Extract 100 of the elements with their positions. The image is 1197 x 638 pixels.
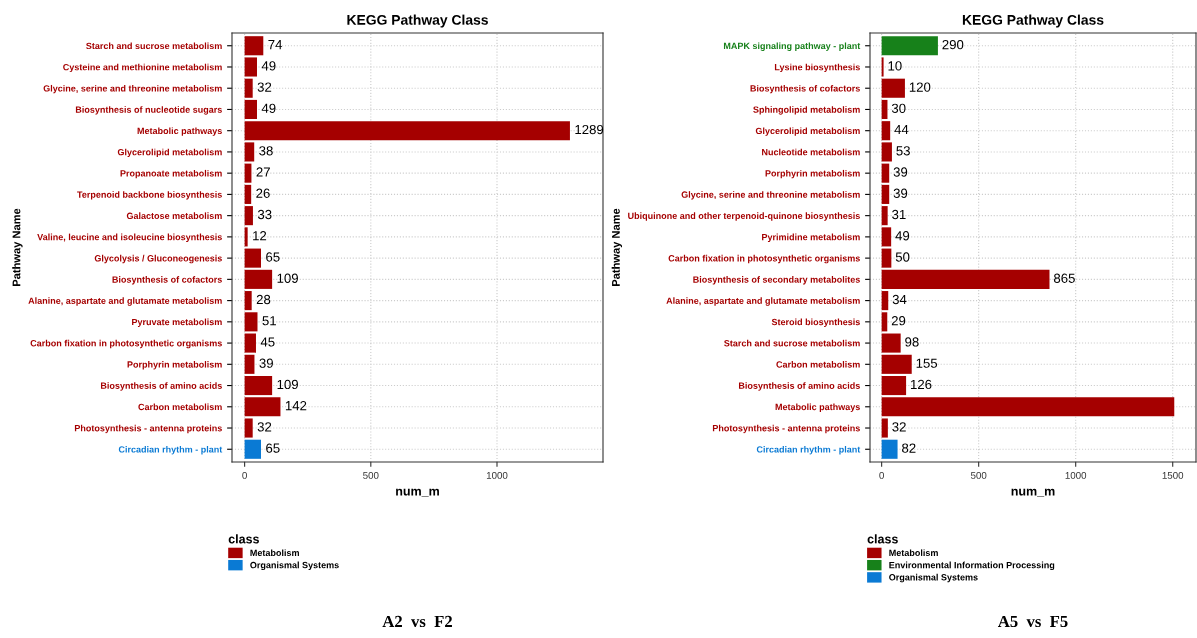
y-tick-label: Carbon metabolism	[138, 403, 222, 411]
data-label: 39	[893, 167, 908, 177]
y-tick-label: Lysine biosynthesis	[774, 63, 860, 73]
legend-title: class	[228, 534, 259, 544]
bar	[881, 78, 905, 98]
bar	[881, 354, 912, 374]
bar	[244, 418, 253, 438]
data-label: 98	[905, 337, 919, 347]
bar	[244, 375, 273, 396]
bar	[881, 418, 888, 438]
bar	[881, 121, 891, 141]
data-label: 1289	[575, 124, 604, 135]
bar	[881, 227, 892, 247]
y-axis-title: Pathway Name	[12, 208, 23, 286]
legend-label: Metabolism	[250, 549, 299, 557]
bar	[881, 248, 892, 268]
y-tick-label: Sphingolipid metabolism	[753, 106, 860, 115]
data-label: 290	[942, 39, 964, 50]
y-tick-label: Carbon metabolism	[776, 361, 860, 368]
bar	[881, 375, 907, 396]
bar	[881, 163, 890, 183]
bar	[881, 269, 1050, 289]
bar	[244, 36, 264, 56]
y-tick-label: Ubiquinone and other terpenoid-quinone biosynthesis	[628, 212, 860, 221]
y-tick-label: Pyruvate metabolism	[132, 318, 222, 327]
y-tick-label: Cysteine and methionine metabolism	[63, 63, 222, 73]
bar	[244, 57, 257, 77]
y-tick-label: Glycolysis / Gluconeogenesis	[94, 254, 222, 264]
bar	[244, 184, 252, 204]
data-label: 29	[891, 316, 906, 326]
bar	[244, 439, 262, 459]
chart-title: KEGG Pathway Class	[962, 14, 1104, 28]
legend-label: Organismal Systems	[889, 573, 978, 583]
y-tick-label: Carbon fixation in photosynthetic organisms	[668, 254, 860, 264]
y-tick-label: Porphyrin metabolism	[127, 361, 222, 370]
x-tick-label: 0	[879, 471, 884, 479]
data-label: 27	[256, 167, 270, 177]
text: A2 vs F2	[382, 615, 452, 628]
data-label: 49	[261, 103, 276, 113]
data-label: 31	[892, 209, 906, 220]
y-tick-label: Biosynthesis of nucleotide sugars	[75, 106, 222, 115]
data-label: 74	[268, 40, 283, 50]
data-label: 126	[911, 379, 932, 390]
data-label: 82	[902, 443, 916, 453]
x-tick-label: 1000	[1065, 471, 1087, 479]
y-tick-label: MAPK signaling pathway - plant	[723, 42, 861, 51]
y-tick-label: Glycerolipid metabolism	[755, 127, 860, 136]
bar	[244, 397, 281, 417]
data-label: 142	[285, 400, 307, 411]
data-label: 33	[257, 209, 272, 220]
y-tick-label: Alanine, aspartate and glutamate metabolism	[666, 297, 860, 306]
legend-label: Environmental Information Processing	[889, 561, 1055, 571]
data-label: 32	[257, 82, 272, 92]
data-label: 109	[277, 379, 298, 390]
bar	[244, 354, 255, 374]
legend-label: Organismal Systems	[250, 561, 339, 571]
y-tick-label: Terpenoid backbone biosynthesis	[77, 191, 222, 200]
y-tick-label: Circadian rhythm - plant	[756, 445, 861, 455]
data-label: 65	[266, 443, 280, 453]
data-label: 865	[1053, 273, 1075, 283]
y-tick-label: Metabolic pathways	[775, 403, 860, 412]
y-axis-title: Pathway Name	[611, 208, 623, 286]
bar	[881, 439, 898, 459]
data-label: 34	[892, 294, 907, 305]
data-label: 155	[916, 358, 938, 368]
x-tick-label: 1500	[1162, 471, 1184, 479]
bar	[881, 291, 889, 311]
y-tick-label: Biosynthesis of cofactors	[750, 84, 860, 94]
x-tick-label: 500	[970, 471, 987, 479]
y-tick-label: Photosynthesis - antenna proteins	[74, 424, 222, 434]
bar	[881, 36, 938, 56]
data-label: 32	[892, 422, 906, 432]
y-tick-label: Metabolic pathways	[137, 127, 222, 136]
bar	[244, 121, 570, 141]
y-tick-label: Alanine, aspartate and glutamate metabolism	[28, 297, 222, 306]
x-axis-title: num_m	[396, 488, 439, 497]
data-label: 51	[262, 316, 276, 326]
x-tick-label: 0	[242, 471, 247, 479]
y-tick-label: Porphyrin metabolism	[765, 169, 860, 179]
data-label: 39	[259, 358, 273, 368]
y-tick-label: Valine, leucine and isoleucine biosynthesis	[37, 233, 222, 243]
y-tick-label: Galactose metabolism	[126, 212, 222, 219]
data-label: 49	[261, 61, 276, 71]
bar	[244, 78, 253, 98]
bar	[244, 269, 273, 289]
data-label: 45	[260, 337, 275, 347]
bar	[881, 142, 892, 162]
bar	[881, 333, 901, 353]
y-tick-label: Circadian rhythm - plant	[118, 445, 223, 455]
x-axis-title: num_m	[1011, 488, 1055, 497]
bar	[881, 206, 888, 226]
data-label: 53	[896, 146, 910, 156]
x-tick-label: 500	[363, 471, 379, 479]
y-tick-label: Propanoate metabolism	[120, 169, 222, 179]
y-tick-label: Biosynthesis of amino acids	[100, 382, 222, 391]
y-tick-label: Nucleotide metabolism	[762, 148, 860, 156]
text: A5 vs F5	[997, 615, 1068, 628]
data-label: 50	[895, 252, 910, 262]
y-tick-label: Pyrimidine metabolism	[762, 233, 860, 243]
bar	[881, 184, 890, 204]
